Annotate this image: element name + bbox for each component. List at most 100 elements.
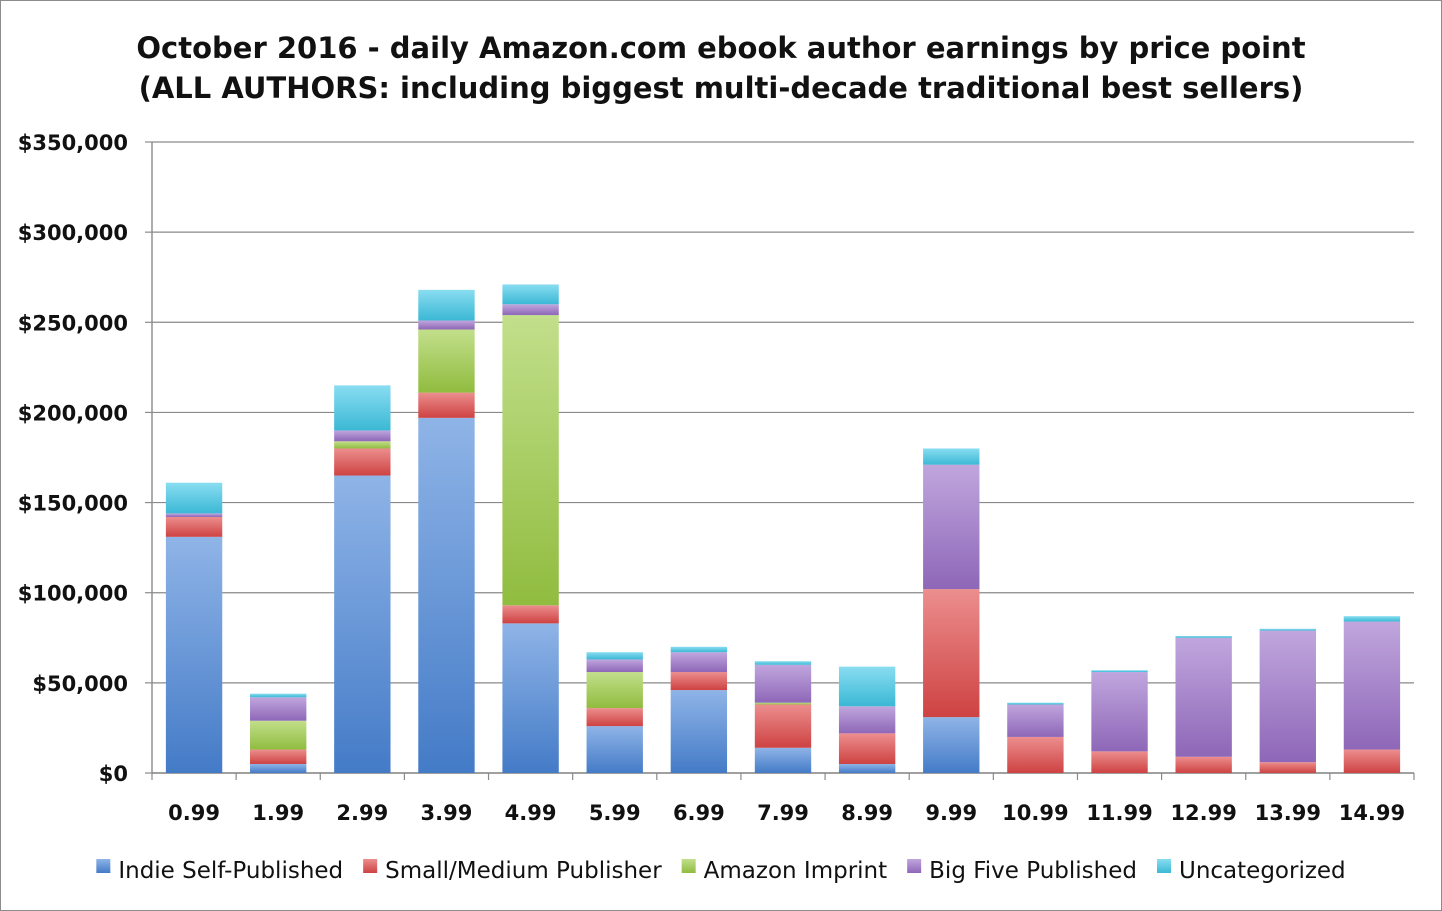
x-tick-label-7: 7.99 xyxy=(757,801,809,825)
bar-5.99-big-five-published xyxy=(586,659,643,673)
bar-0.99-indie-self-published xyxy=(165,536,223,773)
bar-0.99-small-medium-publisher xyxy=(165,516,223,537)
bar-4.99-small-medium-publisher xyxy=(502,605,559,624)
y-tick-label-4: $200,000 xyxy=(18,401,128,425)
bar-7.99-uncategorized xyxy=(754,661,812,665)
legend-swatch-1 xyxy=(363,859,378,873)
x-tick-label-14: 14.99 xyxy=(1339,801,1405,825)
x-tick-label-2: 2.99 xyxy=(336,801,388,825)
bar-3.99-small-medium-publisher xyxy=(418,392,475,418)
bar-14.99-big-five-published xyxy=(1343,621,1401,750)
x-tick-label-6: 6.99 xyxy=(673,801,725,825)
bar-13.99-big-five-published xyxy=(1259,630,1316,763)
x-tick-label-10: 10.99 xyxy=(1002,801,1068,825)
bar-12.99-small-medium-publisher xyxy=(1175,756,1232,773)
legend-label-2: Amazon Imprint xyxy=(704,858,888,884)
bar-6.99-big-five-published xyxy=(670,652,728,673)
bar-7.99-big-five-published xyxy=(754,664,812,703)
legend-swatch-4 xyxy=(1157,859,1171,873)
bar-3.99-amazon-imprint xyxy=(418,329,475,393)
legend-label-3: Big Five Published xyxy=(929,858,1137,884)
bar-9.99-big-five-published xyxy=(923,464,980,590)
y-tick-label-1: $50,000 xyxy=(32,672,128,696)
bar-8.99-indie-self-published xyxy=(838,763,896,773)
bar-8.99-small-medium-publisher xyxy=(838,733,896,764)
legend-swatch-3 xyxy=(907,859,922,873)
bar-7.99-small-medium-publisher xyxy=(754,704,812,748)
bar-4.99-big-five-published xyxy=(502,304,559,316)
bar-7.99-indie-self-published xyxy=(754,747,812,773)
legend-label-4: Uncategorized xyxy=(1179,858,1346,884)
legend-swatch-0 xyxy=(96,859,111,873)
bar-0.99-uncategorized xyxy=(165,482,223,514)
y-tick-label-0: $0 xyxy=(99,762,128,786)
bar-3.99-indie-self-published xyxy=(418,417,475,773)
bar-5.99-small-medium-publisher xyxy=(586,708,643,727)
legend-label-0: Indie Self-Published xyxy=(118,858,343,884)
x-tick-label-4: 4.99 xyxy=(505,801,557,825)
y-tick-label-5: $250,000 xyxy=(18,311,128,335)
bar-11.99-big-five-published xyxy=(1091,672,1148,752)
chart-title-line-2: (ALL AUTHORS: including biggest multi-de… xyxy=(138,71,1304,105)
bar-1.99-amazon-imprint xyxy=(250,720,307,750)
bar-11.99-uncategorized xyxy=(1091,670,1148,673)
bar-9.99-indie-self-published xyxy=(923,717,980,773)
bar-3.99-uncategorized xyxy=(418,289,475,321)
x-tick-label-11: 11.99 xyxy=(1086,801,1152,825)
bar-2.99-indie-self-published xyxy=(334,475,391,773)
bar-13.99-small-medium-publisher xyxy=(1259,762,1316,773)
bar-4.99-amazon-imprint xyxy=(502,315,559,606)
legend-label-1: Small/Medium Publisher xyxy=(385,858,662,884)
legend-swatch-2 xyxy=(681,859,696,873)
bar-2.99-uncategorized xyxy=(334,385,391,431)
x-tick-label-13: 13.99 xyxy=(1255,801,1321,825)
bar-10.99-big-five-published xyxy=(1007,704,1064,737)
bar-5.99-amazon-imprint xyxy=(586,672,643,709)
bar-2.99-big-five-published xyxy=(334,430,391,442)
chart-title: October 2016 - daily Amazon.com ebook au… xyxy=(0,28,1442,108)
bar-0.99-big-five-published xyxy=(165,513,223,517)
bar-10.99-uncategorized xyxy=(1007,702,1064,705)
y-tick-label-7: $350,000 xyxy=(18,131,128,155)
bar-1.99-big-five-published xyxy=(250,697,307,721)
x-tick-labels: 0.99 1.99 2.99 3.99 4.99 5.99 6.99 7.99 8.99 9.99… xyxy=(168,801,1405,825)
bar-3.99-big-five-published xyxy=(418,320,475,330)
y-tick-label-6: $300,000 xyxy=(18,221,128,245)
bar-11.99-small-medium-publisher xyxy=(1091,751,1148,773)
bar-6.99-small-medium-publisher xyxy=(670,672,728,691)
bar-2.99-small-medium-publisher xyxy=(334,448,391,476)
bar-6.99-uncategorized xyxy=(670,646,728,653)
x-tick-label-9: 9.99 xyxy=(925,801,977,825)
x-tick-label-3: 3.99 xyxy=(421,801,473,825)
bar-12.99-uncategorized xyxy=(1175,635,1232,638)
x-tick-label-1: 1.99 xyxy=(252,801,304,825)
bar-5.99-indie-self-published xyxy=(586,726,643,773)
bar-1.99-indie-self-published xyxy=(250,763,307,773)
x-tick-label-0: 0.99 xyxy=(168,801,220,825)
bar-14.99-small-medium-publisher xyxy=(1343,749,1401,773)
bar-14.99-uncategorized xyxy=(1343,616,1401,622)
bar-2.99-amazon-imprint xyxy=(334,441,391,449)
bar-13.99-uncategorized xyxy=(1259,628,1316,631)
bar-7.99-amazon-imprint xyxy=(754,702,812,705)
bar-10.99-small-medium-publisher xyxy=(1007,736,1064,773)
bar-6.99-indie-self-published xyxy=(670,690,728,773)
x-tick-label-8: 8.99 xyxy=(841,801,893,825)
bar-1.99-uncategorized xyxy=(250,693,307,698)
bar-9.99-uncategorized xyxy=(923,448,980,465)
y-tick-label-3: $150,000 xyxy=(18,492,128,516)
y-tick-labels: $0 $50,000 $100,000 $150,000 $200,000 $250,00… xyxy=(18,131,128,786)
chart-title-line-1: October 2016 - daily Amazon.com ebook au… xyxy=(136,31,1306,65)
bar-4.99-indie-self-published xyxy=(502,623,559,773)
y-tick-label-2: $100,000 xyxy=(18,582,128,606)
bar-8.99-big-five-published xyxy=(838,706,896,734)
bar-8.99-uncategorized xyxy=(838,666,896,707)
bars xyxy=(165,284,1401,773)
bar-12.99-big-five-published xyxy=(1175,637,1232,757)
bar-4.99-uncategorized xyxy=(502,284,559,305)
x-tick-label-12: 12.99 xyxy=(1170,801,1236,825)
bar-1.99-small-medium-publisher xyxy=(250,749,307,764)
bar-5.99-uncategorized xyxy=(586,652,643,660)
legend: Indie Self-Published Small/Medium Publish… xyxy=(96,858,1346,884)
